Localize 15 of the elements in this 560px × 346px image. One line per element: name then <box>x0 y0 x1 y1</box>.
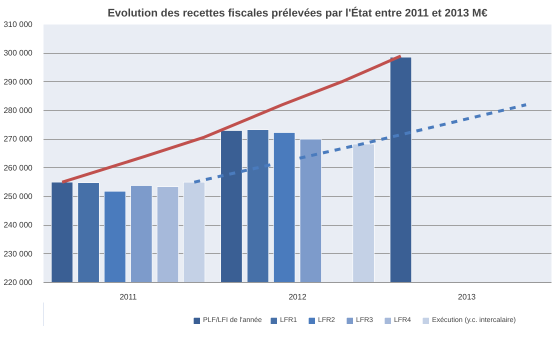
y-tick-label: 220 000 <box>4 278 34 287</box>
x-tick-label: 2012 <box>288 292 307 302</box>
y-tick-label: 260 000 <box>4 163 34 172</box>
y-tick-label: 310 000 <box>4 20 34 29</box>
chart-title: Evolution des recettes fiscales prélevées par l'État entre 2011 et 2013 M€ <box>108 6 488 20</box>
x-tick-label: 2013 <box>458 292 476 302</box>
y-tick-label: 280 000 <box>4 106 34 115</box>
y-tick-label: 270 000 <box>4 134 34 144</box>
x-tick-label: 2011 <box>120 292 138 302</box>
y-tick-label: 250 000 <box>4 192 34 201</box>
line-series <box>60 54 402 184</box>
y-tick-label: 300 000 <box>4 48 34 58</box>
y-tick-label: 230 000 <box>4 249 34 258</box>
y-tick-label: 240 000 <box>4 220 34 230</box>
y-tick-label: 290 000 <box>4 77 34 86</box>
